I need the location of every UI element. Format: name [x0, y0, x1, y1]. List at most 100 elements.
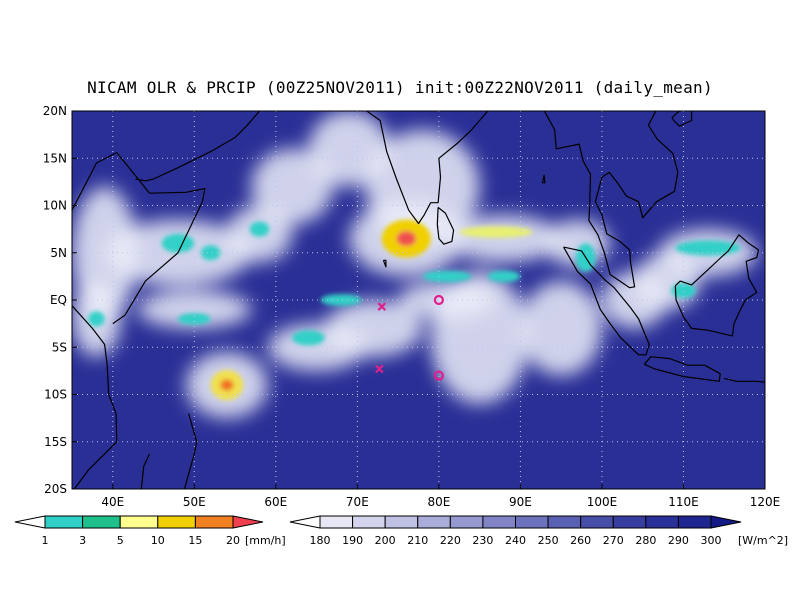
- coastline: [436, 206, 455, 245]
- coastline-layer: [72, 111, 765, 489]
- coastline: [328, 111, 489, 225]
- cross-marker: [377, 302, 387, 311]
- lon-tick-label: 120E: [750, 495, 781, 509]
- colorbar-swatch: [482, 515, 516, 529]
- colorbar-label: 5: [117, 534, 124, 547]
- lon-tick-label: 60E: [264, 495, 287, 509]
- colorbar-swatch: [319, 515, 354, 529]
- lat-tick-label: 10S: [44, 388, 67, 402]
- colorbar-under-arrow: [14, 515, 46, 529]
- coastline: [140, 453, 151, 489]
- colorbar-swatch: [352, 515, 386, 529]
- lat-tick-label: 5N: [50, 246, 67, 260]
- lon-tick-label: 110E: [668, 495, 699, 509]
- cloud-patch: [634, 252, 700, 310]
- lon-tick-label: 40E: [101, 495, 124, 509]
- cloud-patch: [324, 300, 423, 357]
- coastline: [671, 111, 693, 127]
- colorbar-label: 260: [570, 534, 591, 547]
- coastline: [543, 111, 679, 289]
- coastline: [541, 174, 546, 184]
- coastline: [724, 377, 765, 383]
- colorbar-label: 280: [635, 534, 656, 547]
- lat-tick-label: 10N: [43, 199, 67, 213]
- precip-layer: [88, 219, 741, 401]
- colorbar-swatch: [580, 515, 614, 529]
- lat-tick-label: 20S: [44, 482, 67, 496]
- lon-tick-label: 100E: [587, 495, 618, 509]
- precip-patch: [200, 245, 221, 261]
- precip-patch: [177, 313, 211, 325]
- colorbar-unit: [mm/h]: [245, 534, 286, 547]
- colorbar-swatch: [645, 515, 679, 529]
- colorbar-label: 180: [310, 534, 331, 547]
- lat-tick-label: 5S: [52, 340, 67, 354]
- marker-layer: [375, 294, 444, 381]
- coastline: [72, 152, 206, 325]
- colorbar-swatch: [677, 515, 712, 529]
- colorbar-swatch: [547, 515, 582, 529]
- precip-patch: [487, 270, 521, 283]
- colorbar-label: 200: [375, 534, 396, 547]
- colorbar-swatch: [194, 515, 234, 529]
- precip-patch: [161, 233, 195, 253]
- precip-patch: [422, 270, 472, 283]
- colorbar-label: 190: [342, 534, 363, 547]
- colorbar-swatch: [384, 515, 419, 529]
- olr-colorbar: 180 190 200 210 220 230 240 250 260 270 280 290 300 […: [289, 515, 788, 547]
- colorbar-swatch: [449, 515, 484, 529]
- precip-patch: [292, 330, 325, 346]
- cloud-patch: [308, 111, 390, 187]
- lat-tick-label: 15S: [44, 435, 67, 449]
- colorbar-label: 220: [440, 534, 461, 547]
- colorbar-label: 3: [79, 534, 86, 547]
- cloud-patch: [447, 214, 562, 263]
- coastline: [643, 356, 721, 382]
- coastline: [135, 111, 260, 182]
- circle-marker: [433, 294, 444, 306]
- colorbar-swatch: [82, 515, 121, 529]
- lon-tick-label: 80E: [427, 495, 450, 509]
- colorbar-label: 290: [668, 534, 689, 547]
- precip-patch: [249, 221, 270, 237]
- colorbar-label: 1: [42, 534, 49, 547]
- colorbar-label: 15: [188, 534, 202, 547]
- colorbar-label: 20: [226, 534, 240, 547]
- cross-marker: [375, 364, 384, 374]
- colorbar-label: 240: [505, 534, 526, 547]
- lat-tick-label: 20N: [43, 104, 67, 118]
- precip-patch: [671, 282, 696, 299]
- colorbar-swatch: [417, 515, 451, 529]
- colorbar-label: 210: [407, 534, 428, 547]
- precip-patch: [320, 294, 362, 306]
- precip-patch: [88, 311, 105, 327]
- precip-patch: [675, 240, 741, 256]
- precip-patch: [220, 379, 234, 391]
- colorbar-label: 250: [538, 534, 559, 547]
- lon-tick-label: 70E: [346, 495, 369, 509]
- coastline: [72, 305, 118, 489]
- colorbar-swatch: [515, 515, 549, 529]
- colorbar-over-arrow: [710, 515, 742, 529]
- colorbar-swatch: [157, 515, 196, 529]
- coastline: [563, 246, 650, 356]
- colorbar-label: 300: [701, 534, 722, 547]
- coastline: [183, 413, 198, 489]
- colorbar-label: 230: [472, 534, 493, 547]
- lon-tick-label: 50E: [183, 495, 206, 509]
- map-plot-area: [72, 111, 765, 489]
- coastline: [764, 294, 765, 320]
- lat-tick-label: EQ: [50, 293, 67, 307]
- coastline: [674, 234, 760, 337]
- colorbar-swatch: [119, 515, 159, 529]
- precip-patch: [459, 226, 533, 238]
- coastline: [382, 259, 387, 268]
- lon-tick-label: 90E: [509, 495, 532, 509]
- colorbar-under-arrow: [289, 515, 321, 529]
- colorbar-swatch: [612, 515, 647, 529]
- map-axes: 40E 50E 60E 70E 80E 90E 100E 110E 120E 20N 15N 10N 5…: [43, 104, 781, 509]
- cloud-patch: [520, 281, 602, 376]
- lat-lon-grid: [72, 111, 765, 489]
- precip-colorbar: 1 3 5 10 15 20 [mm/h]: [14, 515, 286, 547]
